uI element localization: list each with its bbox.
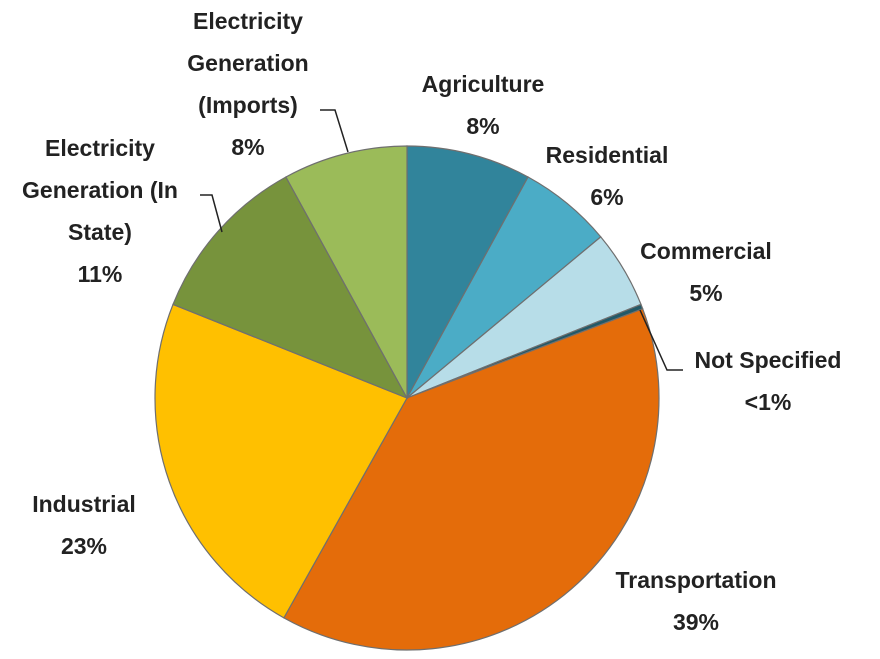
value-label: 5%: [689, 280, 723, 306]
leader-line: [200, 194, 223, 233]
category-label: Residential: [545, 142, 669, 168]
category-label: Industrial: [32, 491, 136, 517]
pie-slice: [172, 176, 409, 400]
pie-slice: [406, 145, 529, 399]
slices: [154, 145, 660, 651]
slice-label: Agriculture 8%: [383, 63, 583, 147]
slice-label: Electricity Generation (Imports) 8%: [158, 0, 338, 168]
value-label: 6%: [590, 184, 624, 210]
pie-slice: [154, 303, 408, 619]
slice-label: Commercial 5%: [596, 230, 816, 314]
value-label: 23%: [60, 533, 108, 559]
slice-label: Transportation 39%: [566, 559, 826, 643]
category-label: Transportation: [615, 567, 777, 593]
category-label: Electricity Generation (Imports): [187, 8, 309, 118]
value-label: 8%: [466, 113, 500, 139]
leader-line: [639, 309, 683, 371]
value-label: <1%: [744, 389, 792, 415]
slice-label: Industrial 23%: [0, 483, 184, 567]
category-label: Agriculture: [421, 71, 545, 97]
pie-slice: [285, 145, 408, 399]
pie-slice: [283, 308, 660, 651]
slice-label: Not Specified <1%: [638, 339, 880, 423]
category-label: Not Specified: [694, 347, 842, 373]
slice-label: Electricity Generation (In State) 11%: [0, 127, 205, 295]
leader-line: [320, 109, 349, 153]
category-label: Commercial: [640, 238, 772, 264]
slice-label: Residential 6%: [507, 134, 707, 218]
value-label: 39%: [672, 609, 720, 635]
category-label: Electricity Generation (In State): [22, 135, 178, 245]
value-label: 8%: [231, 134, 265, 160]
value-label: 11%: [77, 261, 123, 287]
